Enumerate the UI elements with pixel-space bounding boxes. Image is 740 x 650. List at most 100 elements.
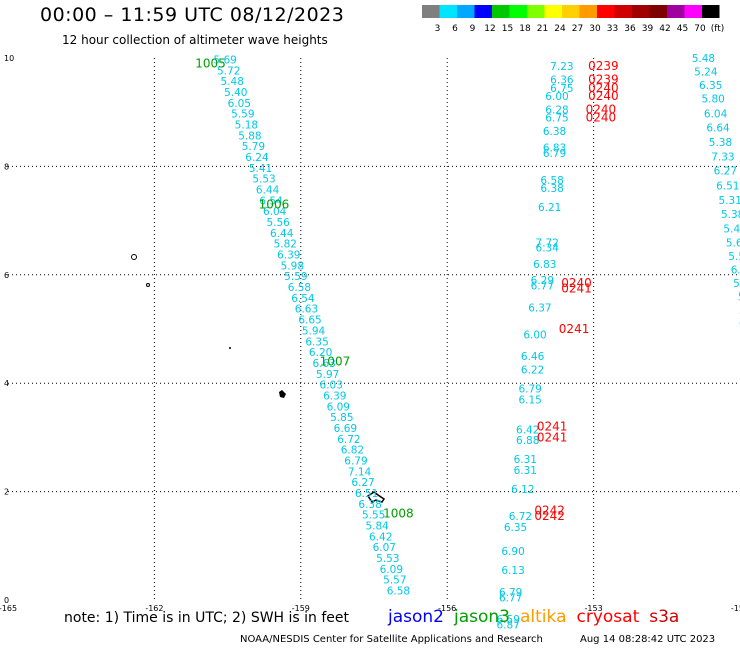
data-label: 6.63 bbox=[295, 304, 318, 316]
data-label: 6.51 bbox=[716, 180, 739, 192]
colorbar-label: 21 bbox=[537, 24, 548, 34]
data-label: 5.18 bbox=[235, 119, 258, 131]
colorbar-label: 45 bbox=[677, 24, 688, 34]
data-label: 6.04 bbox=[704, 108, 728, 120]
data-label: 6.04 bbox=[263, 206, 287, 218]
data-label: 6.44 bbox=[270, 228, 294, 240]
data-label: 6.54 bbox=[291, 293, 315, 305]
data-label: 5.98 bbox=[281, 260, 304, 272]
colorbar-swatch bbox=[684, 5, 702, 18]
data-label: 6.72 bbox=[509, 511, 532, 523]
data-label: 6.79 bbox=[344, 456, 367, 468]
data-label: 6.58 bbox=[387, 586, 410, 598]
data-label: 5.69 bbox=[213, 54, 236, 66]
chart-subtitle: 12 hour collection of altimeter wave hei… bbox=[62, 33, 328, 47]
colorbar-swatch bbox=[509, 5, 527, 18]
data-label: 5.88 bbox=[238, 130, 261, 142]
x-tick-label: -159 bbox=[292, 604, 310, 613]
data-label: 7.23 bbox=[550, 61, 573, 73]
data-label: 6.0 bbox=[739, 319, 740, 331]
colorbar-swatch bbox=[632, 5, 650, 18]
colorbar-label: 3 bbox=[435, 24, 441, 34]
legend-item: cryosat bbox=[576, 607, 640, 627]
data-label: 6.88 bbox=[516, 435, 539, 447]
colorbar-swatch bbox=[492, 5, 510, 18]
time-label: 0240 bbox=[586, 111, 617, 125]
data-label: 6.79 bbox=[499, 587, 522, 599]
data-label: 6.58 bbox=[540, 175, 563, 187]
data-label: 6.24 bbox=[245, 152, 269, 164]
time-label: 0241 bbox=[559, 322, 590, 336]
y-tick-label: 4 bbox=[4, 379, 9, 388]
data-label: 6.35 bbox=[305, 336, 328, 348]
data-label: 5.38 bbox=[709, 137, 732, 149]
colorbar-label: 39 bbox=[642, 24, 654, 34]
time-label: 1007 bbox=[320, 355, 351, 369]
data-label: 5.55 bbox=[362, 510, 385, 522]
data-label: 6.65 bbox=[298, 315, 321, 327]
data-label: 5.59 bbox=[284, 271, 307, 283]
data-label: 5.48 bbox=[692, 53, 715, 65]
data-label: 5.41 bbox=[249, 163, 272, 175]
y-tick-label: 2 bbox=[4, 488, 9, 497]
colorbar-label: 33 bbox=[607, 24, 618, 34]
data-label: 6.72 bbox=[337, 434, 360, 446]
data-label: 6.15 bbox=[518, 394, 541, 406]
data-label: 5.59 bbox=[231, 109, 254, 121]
data-label: 6.39 bbox=[277, 250, 300, 262]
data-label: 5.80 bbox=[701, 94, 724, 106]
colorbar: 3 6 9 12 15 18 21 24 27 30 33 36 39 42 45 70 (ft) bbox=[422, 5, 724, 34]
data-label: 7.72 bbox=[536, 237, 559, 249]
data-label: 6.09 bbox=[327, 401, 350, 413]
data-label: 6.83 bbox=[543, 142, 566, 154]
data-label: 6.36 bbox=[550, 75, 574, 87]
data-label: 6.37 bbox=[528, 302, 551, 314]
data-label: 6.39 bbox=[323, 390, 346, 402]
colorbar-swatch bbox=[422, 5, 440, 18]
time-label: 0240 bbox=[588, 81, 619, 95]
data-label: 6.90 bbox=[501, 546, 524, 558]
data-label: 5.48 bbox=[723, 224, 740, 236]
colorbar-swatch bbox=[649, 5, 667, 18]
data-label: 5.57 bbox=[383, 575, 406, 587]
data-label: 5.72 bbox=[217, 65, 240, 77]
data-label: 6.13 bbox=[501, 565, 524, 577]
data-label: 6.28 bbox=[545, 104, 568, 116]
colorbar-label: 27 bbox=[572, 24, 583, 34]
time-label: 1006 bbox=[259, 197, 290, 211]
island-marker bbox=[131, 254, 137, 260]
data-label: 6.42 bbox=[369, 531, 392, 543]
colorbar-swatch bbox=[439, 5, 457, 18]
y-tick-label: 6 bbox=[4, 271, 9, 280]
data-label: 6.46 bbox=[521, 351, 545, 363]
time-label: 0242 bbox=[534, 509, 565, 523]
data-label: 7.14 bbox=[348, 466, 372, 478]
time-label: 0241 bbox=[537, 420, 568, 434]
data-label: 6.75 bbox=[550, 83, 573, 95]
data-label: 6.03 bbox=[320, 380, 343, 392]
data-label: 6.31 bbox=[514, 465, 537, 477]
colorbar-label: 70 bbox=[694, 24, 706, 34]
island-marker bbox=[146, 283, 150, 287]
data-label: 6.22 bbox=[521, 365, 544, 377]
legend: jason2 jason3 altika cryosat s3a bbox=[388, 607, 689, 627]
data-label: 6.21 bbox=[538, 202, 561, 214]
colorbar-label: 6 bbox=[452, 24, 458, 34]
data-label: 6.05 bbox=[228, 98, 251, 110]
colorbar-swatch bbox=[702, 5, 720, 18]
data-label: 6.31 bbox=[514, 454, 537, 466]
data-label: 6.35 bbox=[504, 522, 527, 534]
island-marker bbox=[366, 491, 386, 503]
colorbar-label: 24 bbox=[554, 24, 566, 34]
time-label: 0242 bbox=[534, 504, 565, 518]
data-label: 5.53 bbox=[252, 174, 275, 186]
data-label: 5.38 bbox=[721, 209, 740, 221]
x-tick-label: -165 bbox=[0, 604, 17, 613]
colorbar-swatch bbox=[667, 5, 685, 18]
colorbar-swatch bbox=[544, 5, 562, 18]
y-tick-label: 8 bbox=[4, 162, 9, 171]
x-tick-label: -153 bbox=[585, 604, 603, 613]
colorbar-label: 12 bbox=[484, 24, 495, 34]
data-label: 6.29 bbox=[531, 275, 554, 287]
time-label: 0241 bbox=[561, 281, 592, 295]
